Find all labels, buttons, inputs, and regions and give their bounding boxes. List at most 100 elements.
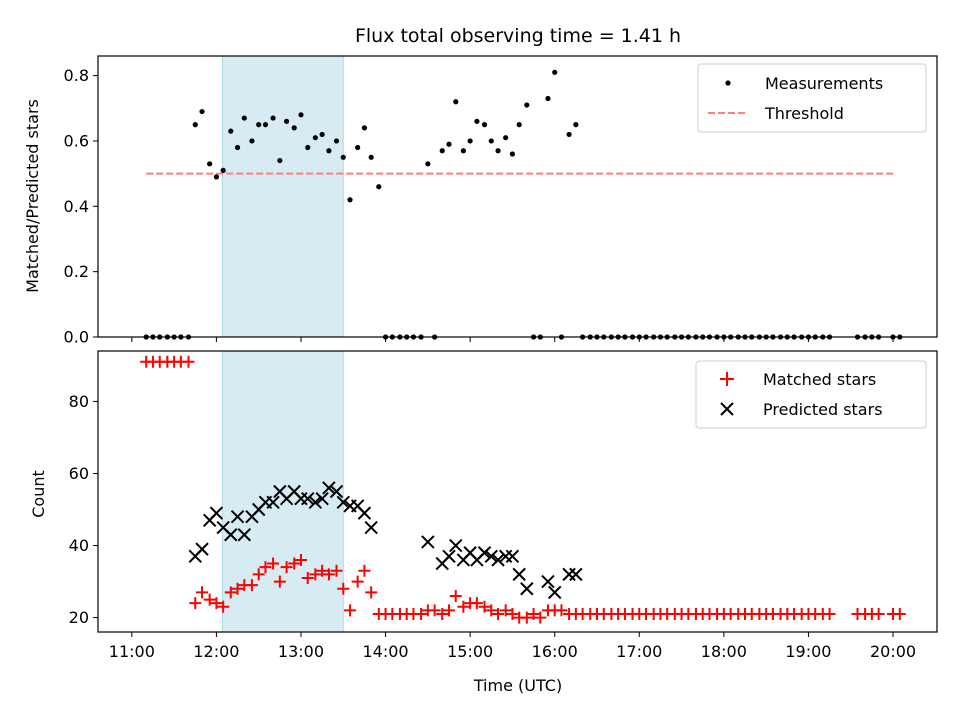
measurement-point (376, 184, 382, 190)
predicted-star-point (357, 506, 372, 520)
x-tick-label: 16:00 (532, 642, 578, 661)
matched-star-point (231, 582, 244, 595)
measurement-point (355, 144, 361, 151)
matched-star-point (365, 586, 378, 599)
matched-star-point (337, 582, 350, 595)
ratio-legend-box (697, 63, 927, 133)
matched-star-point (520, 611, 533, 624)
count-legend-box (695, 360, 927, 429)
ratio-panel-axes: 0.0 0.2 0.4 0.6 0.8 (64, 55, 938, 347)
measurement-point (453, 99, 459, 105)
measurement-point (220, 167, 226, 173)
matched-star-point (294, 553, 307, 566)
matched-star-point (224, 586, 237, 599)
measurement-point (192, 122, 198, 128)
matched-star-point (267, 557, 280, 570)
predicted-star-point (266, 495, 280, 510)
count-panel: 20 40 60 80 11:00 12:00 13:00 14:00 15:00 16:00 17… (29, 350, 938, 695)
measurement-point (291, 125, 297, 131)
matched-star-point (203, 593, 216, 606)
ratio-panel: 0.00.20.40.60.8 Matched/Predicted stars … (23, 55, 938, 347)
matched-star-point (309, 568, 322, 581)
measurement-point (312, 135, 318, 141)
matched-stars-series (140, 355, 906, 624)
matched-star-point (196, 586, 209, 599)
matched-star-point (428, 604, 441, 617)
count-ylabel: Count (29, 470, 48, 518)
predicted-star-point (505, 549, 520, 564)
measurement-point (213, 174, 220, 180)
measurement-point (439, 148, 445, 154)
matched-star-point (470, 597, 483, 610)
predicted-star-point (512, 567, 526, 582)
predicted-star-point (329, 484, 344, 499)
matched-star-point (478, 600, 491, 613)
predicted-star-point (491, 553, 505, 567)
matched-star-point (344, 604, 357, 617)
count-legend: Matched stars Predicted stars (695, 360, 927, 429)
y-tick-label: 0.2 (64, 262, 89, 281)
measurement-point (361, 125, 368, 131)
matched-star-point (442, 604, 455, 617)
matched-star-point (245, 579, 258, 592)
matched-star-point (499, 604, 512, 617)
predicted-star-point (364, 520, 378, 535)
measurement-point (545, 95, 551, 102)
measurement-point (495, 148, 501, 154)
measurement-point (552, 69, 558, 75)
predicted-star-point (541, 574, 555, 589)
measurement-point (446, 141, 452, 147)
predicted-star-point (308, 495, 323, 510)
measurement-point (573, 122, 579, 128)
count-xlabel: Time (UTC) (473, 676, 562, 695)
chart-title: Flux total observing time = 1.41 h (355, 25, 681, 47)
y-tick-label: 80 (69, 392, 89, 411)
predicted-star-point (195, 542, 209, 556)
measurement-point (481, 122, 488, 128)
ratio-ylabel: Matched/Predicted stars (23, 99, 42, 293)
observing-window-top (221, 55, 344, 338)
measurement-point (474, 118, 480, 124)
matched-star-point (182, 355, 195, 368)
matched-star-point (893, 607, 906, 620)
x-tick-label: 13:00 (278, 642, 324, 661)
measurement-point (228, 128, 234, 134)
x-tick-label: 14:00 (363, 642, 409, 661)
y-tick-label: 0.4 (64, 197, 89, 216)
matched-star-point (189, 597, 202, 610)
matched-star-point (210, 597, 223, 610)
matched-star-point (436, 607, 449, 620)
matched-star-point (527, 607, 540, 620)
legend-label-predicted: Predicted stars (763, 400, 883, 419)
x-tick-label: 15:00 (447, 642, 493, 661)
legend-marker-measurements (725, 80, 731, 86)
matched-star-point (322, 568, 335, 581)
matched-star-point (415, 607, 428, 620)
x-tick-label: 20:00 (870, 642, 916, 661)
y-tick-label: 40 (69, 536, 89, 555)
x-tick-label: 19:00 (785, 642, 831, 661)
matched-star-point (358, 564, 371, 577)
matched-star-point (273, 575, 286, 588)
measurement-point (566, 131, 572, 138)
measurement-point (199, 108, 205, 115)
matched-star-point (259, 561, 272, 574)
predicted-star-point (548, 585, 562, 600)
y-tick-label: 0.8 (64, 66, 89, 85)
matched-star-point (449, 589, 462, 602)
measurement-point (234, 144, 241, 151)
measurement-point (284, 118, 290, 124)
y-tick-label: 0.6 (64, 131, 89, 150)
measurement-point (249, 138, 255, 144)
matched-star-point (351, 575, 364, 588)
legend-marker-matched (720, 372, 734, 386)
measurement-point (460, 148, 466, 154)
y-tick-label: 20 (69, 608, 89, 627)
measurement-point (298, 112, 304, 118)
measurement-point (503, 135, 509, 141)
predicted-star-point (520, 582, 534, 596)
matched-star-point (316, 564, 329, 577)
predicted-star-point (477, 546, 492, 560)
measurement-point (277, 157, 283, 164)
matched-star-point (288, 557, 301, 570)
